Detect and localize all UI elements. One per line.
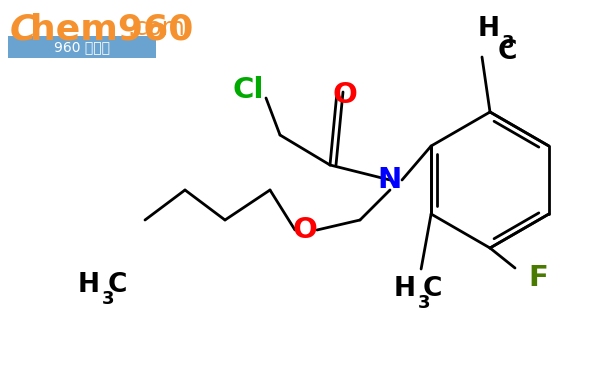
Text: C: C (422, 276, 442, 302)
Text: 3: 3 (502, 34, 514, 52)
Text: F: F (528, 264, 548, 292)
Text: C: C (107, 272, 126, 298)
Text: 3: 3 (102, 290, 114, 308)
Text: H: H (478, 16, 500, 42)
Text: .com: .com (128, 16, 186, 40)
Text: C: C (497, 39, 517, 65)
Text: 3: 3 (418, 294, 431, 312)
Text: N: N (378, 166, 402, 194)
Text: C: C (10, 13, 36, 47)
Text: O: O (333, 81, 358, 109)
Text: hem960: hem960 (30, 13, 194, 47)
Text: H: H (78, 272, 100, 298)
Text: H: H (394, 276, 416, 302)
Bar (8, 36, 156, 58)
Text: 960 化工网: 960 化工网 (54, 40, 110, 54)
Text: Cl: Cl (232, 76, 264, 104)
Text: O: O (293, 216, 318, 244)
